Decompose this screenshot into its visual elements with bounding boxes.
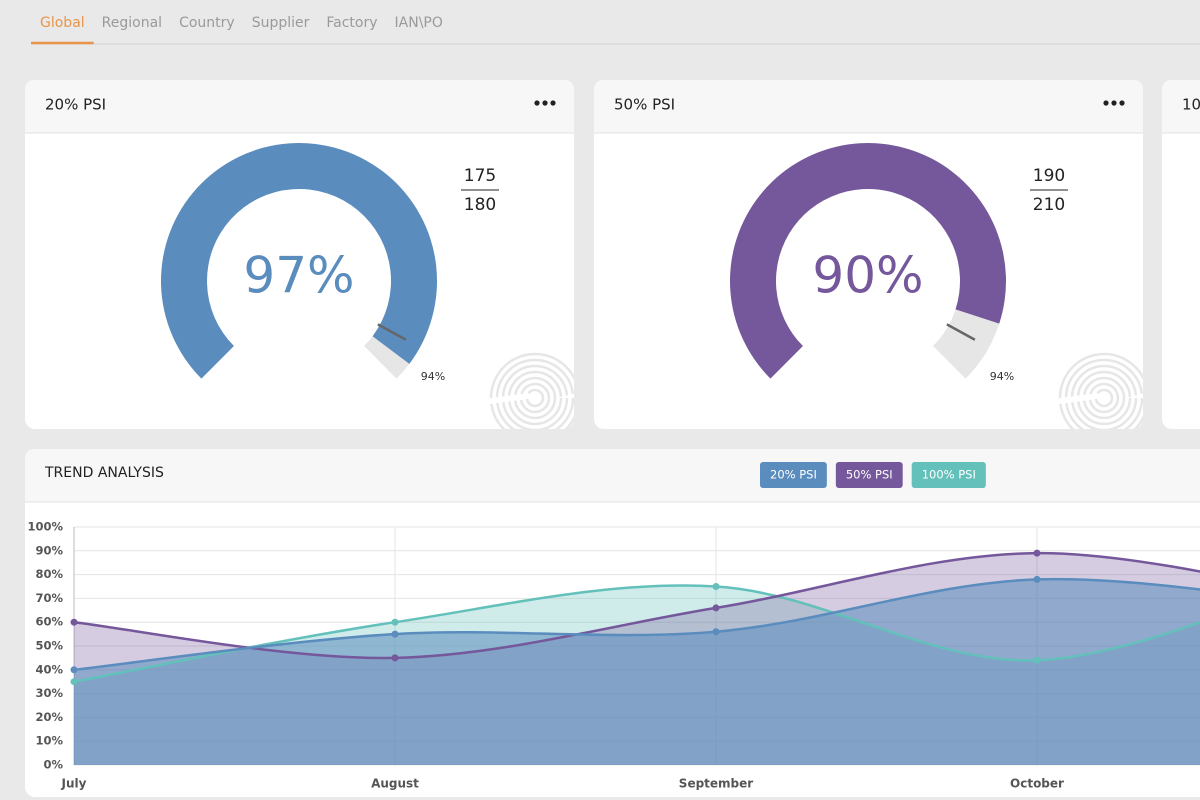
y-tick-label: 0% <box>43 758 63 772</box>
y-tick-label: 90% <box>35 543 63 557</box>
menu-dot[interactable] <box>1111 100 1117 106</box>
tab[interactable]: Global <box>40 15 85 31</box>
card: 100% PSI <box>1162 80 1200 429</box>
y-tick-label: 30% <box>35 686 63 700</box>
fingerprint-ring <box>1070 364 1138 429</box>
gauge-target <box>377 323 407 341</box>
x-tick-label: September <box>679 777 753 791</box>
series-point <box>70 618 78 626</box>
y-tick-label: 60% <box>35 615 63 629</box>
fingerprint-ring <box>501 364 569 429</box>
gauge-denominator: 210 <box>1033 195 1065 215</box>
gauge-denominator: 180 <box>464 195 496 215</box>
gauge-numerator: 175 <box>464 166 496 186</box>
gauge-target-label: 94% <box>990 370 1014 383</box>
y-tick-label: 80% <box>35 567 63 581</box>
menu-dot[interactable] <box>550 100 556 106</box>
fingerprint-ring <box>495 358 574 429</box>
y-tick-label: 50% <box>35 639 63 653</box>
series-point <box>1033 549 1041 557</box>
gauge-value-label: 90% <box>812 247 923 305</box>
series-point <box>70 666 78 674</box>
legend-button[interactable] <box>911 462 986 488</box>
series-point <box>391 654 399 662</box>
gauge-value-arc <box>160 143 437 379</box>
series-point <box>712 604 720 612</box>
card-header <box>1162 80 1200 133</box>
tab[interactable]: Regional <box>102 15 162 31</box>
gauge-numerator: 190 <box>1033 166 1065 186</box>
fingerprint-ring <box>1082 376 1126 420</box>
x-tick-label: July <box>61 777 87 791</box>
card-header <box>25 80 574 133</box>
fingerprint-ring <box>1064 358 1143 429</box>
series-point <box>1033 656 1041 664</box>
menu-dot[interactable] <box>534 100 540 106</box>
gauge-target <box>946 323 976 341</box>
fingerprint-ring <box>1058 352 1143 429</box>
card-body <box>1162 80 1200 429</box>
legend-label[interactable]: 100% PSI <box>922 468 976 482</box>
fingerprint-icon <box>1058 352 1143 429</box>
card-header <box>594 80 1143 133</box>
fingerprint-ring <box>1076 370 1132 426</box>
x-tick-label: August <box>371 777 419 791</box>
gauge-value-label: 97% <box>243 247 354 305</box>
fingerprint-ring <box>489 352 574 429</box>
y-tick-label: 10% <box>35 734 63 748</box>
menu-dot[interactable] <box>542 100 548 106</box>
series-point <box>391 618 399 626</box>
card-body <box>594 80 1143 429</box>
card-body <box>25 80 574 429</box>
legend-label[interactable]: 20% PSI <box>770 468 817 482</box>
fingerprint-ring <box>525 388 545 408</box>
card-title: 20% PSI <box>45 96 106 114</box>
fingerprint-ring <box>513 376 557 420</box>
gauge-target-label: 94% <box>421 370 445 383</box>
y-tick-label: 100% <box>27 520 63 534</box>
card-title: TREND ANALYSIS <box>44 465 164 481</box>
tab[interactable]: Factory <box>326 15 377 31</box>
card: 50% PSI 94% 90% 190 210 <box>594 80 1143 429</box>
gauge-track <box>364 336 410 379</box>
series-point <box>391 630 399 638</box>
series-point <box>1033 575 1041 583</box>
series-area <box>74 579 1200 765</box>
y-tick-label: 40% <box>35 662 63 676</box>
menu-dot[interactable] <box>1103 100 1109 106</box>
fingerprint-ring <box>1094 388 1114 408</box>
legend-button[interactable] <box>835 462 903 488</box>
series-point <box>712 628 720 636</box>
card-title: 100% PSI <box>1182 96 1200 114</box>
series-point <box>712 583 720 590</box>
fingerprint-icon <box>489 352 574 429</box>
x-tick-label: October <box>1010 777 1064 791</box>
card-title: 50% PSI <box>614 96 675 114</box>
y-tick-label: 70% <box>35 591 63 605</box>
fingerprint-ring <box>519 382 551 414</box>
fingerprint-ring <box>507 370 563 426</box>
menu-dot[interactable] <box>1119 100 1125 106</box>
card: 20% PSI 94% 97% 175 180 <box>25 80 574 429</box>
series-point <box>70 678 78 686</box>
y-tick-label: 20% <box>35 710 63 724</box>
fingerprint-ring <box>1088 382 1120 414</box>
tab[interactable]: Country <box>179 15 235 31</box>
tab[interactable]: Supplier <box>252 15 310 31</box>
tab[interactable]: IAN\PO <box>395 15 443 31</box>
legend-button[interactable] <box>760 462 827 488</box>
legend-label[interactable]: 50% PSI <box>846 468 893 482</box>
card-header <box>25 449 1200 502</box>
gauge-value-arc <box>729 143 1006 379</box>
